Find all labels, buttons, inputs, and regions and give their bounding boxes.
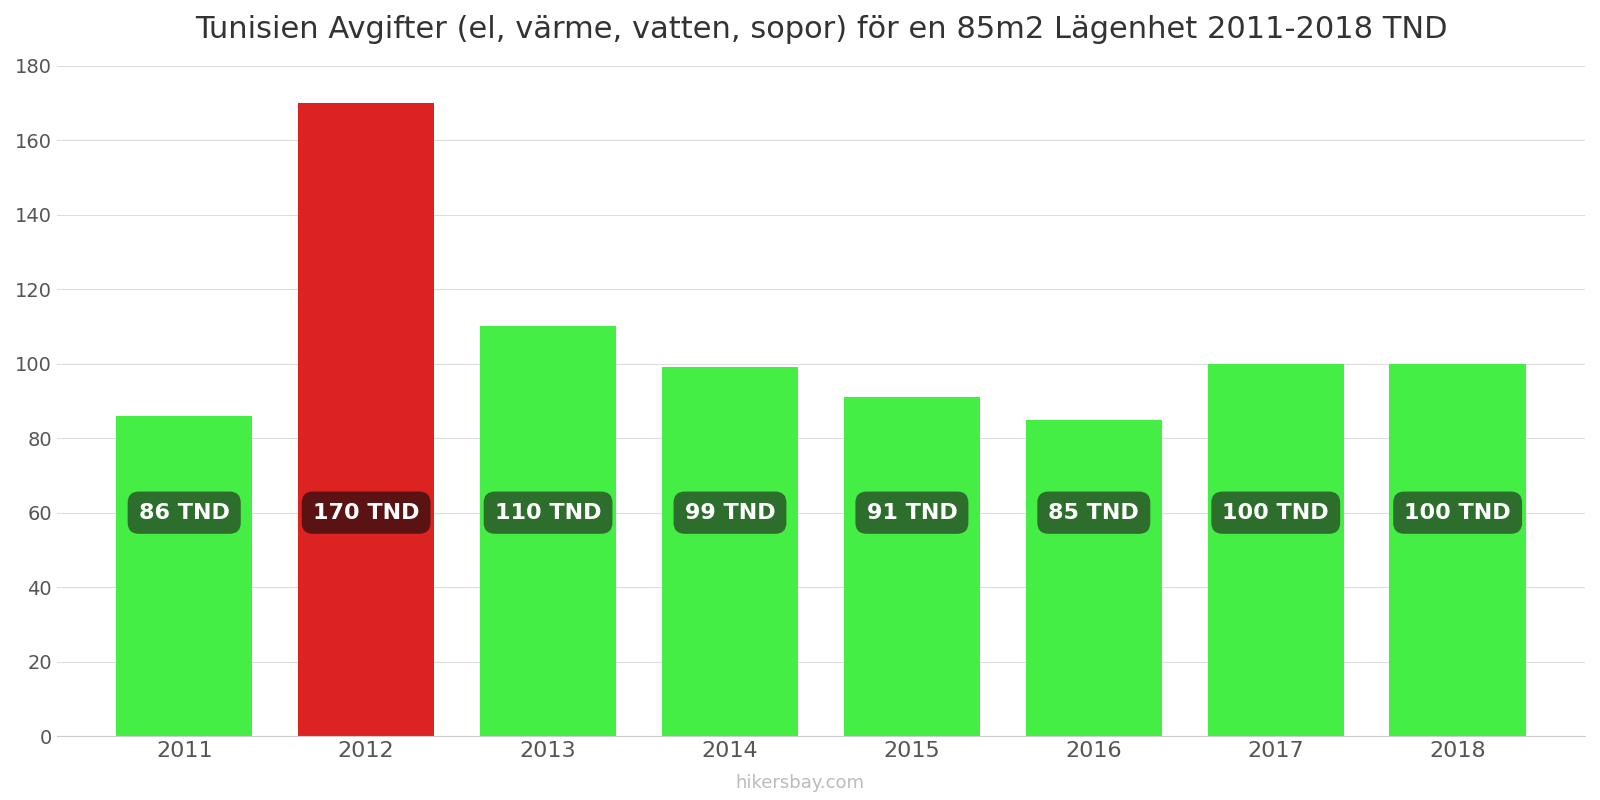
Bar [1389,364,1526,736]
Text: 99 TND: 99 TND [685,502,776,522]
Text: 85 TND: 85 TND [1048,502,1139,522]
Text: 86 TND: 86 TND [139,502,230,522]
Bar [843,398,981,736]
Bar [115,416,253,736]
Text: 91 TND: 91 TND [867,502,957,522]
Text: 170 TND: 170 TND [314,502,419,522]
Bar [298,103,434,736]
Bar [1208,364,1344,736]
Text: hikersbay.com: hikersbay.com [736,774,864,792]
Text: 100 TND: 100 TND [1405,502,1510,522]
Bar [480,326,616,736]
Text: 110 TND: 110 TND [494,502,602,522]
Bar [1026,419,1162,736]
Title: Tunisien Avgifter (el, värme, vatten, sopor) för en 85m2 Lägenhet 2011-2018 TND: Tunisien Avgifter (el, värme, vatten, so… [195,15,1446,44]
Bar [662,367,798,736]
Text: 100 TND: 100 TND [1222,502,1330,522]
